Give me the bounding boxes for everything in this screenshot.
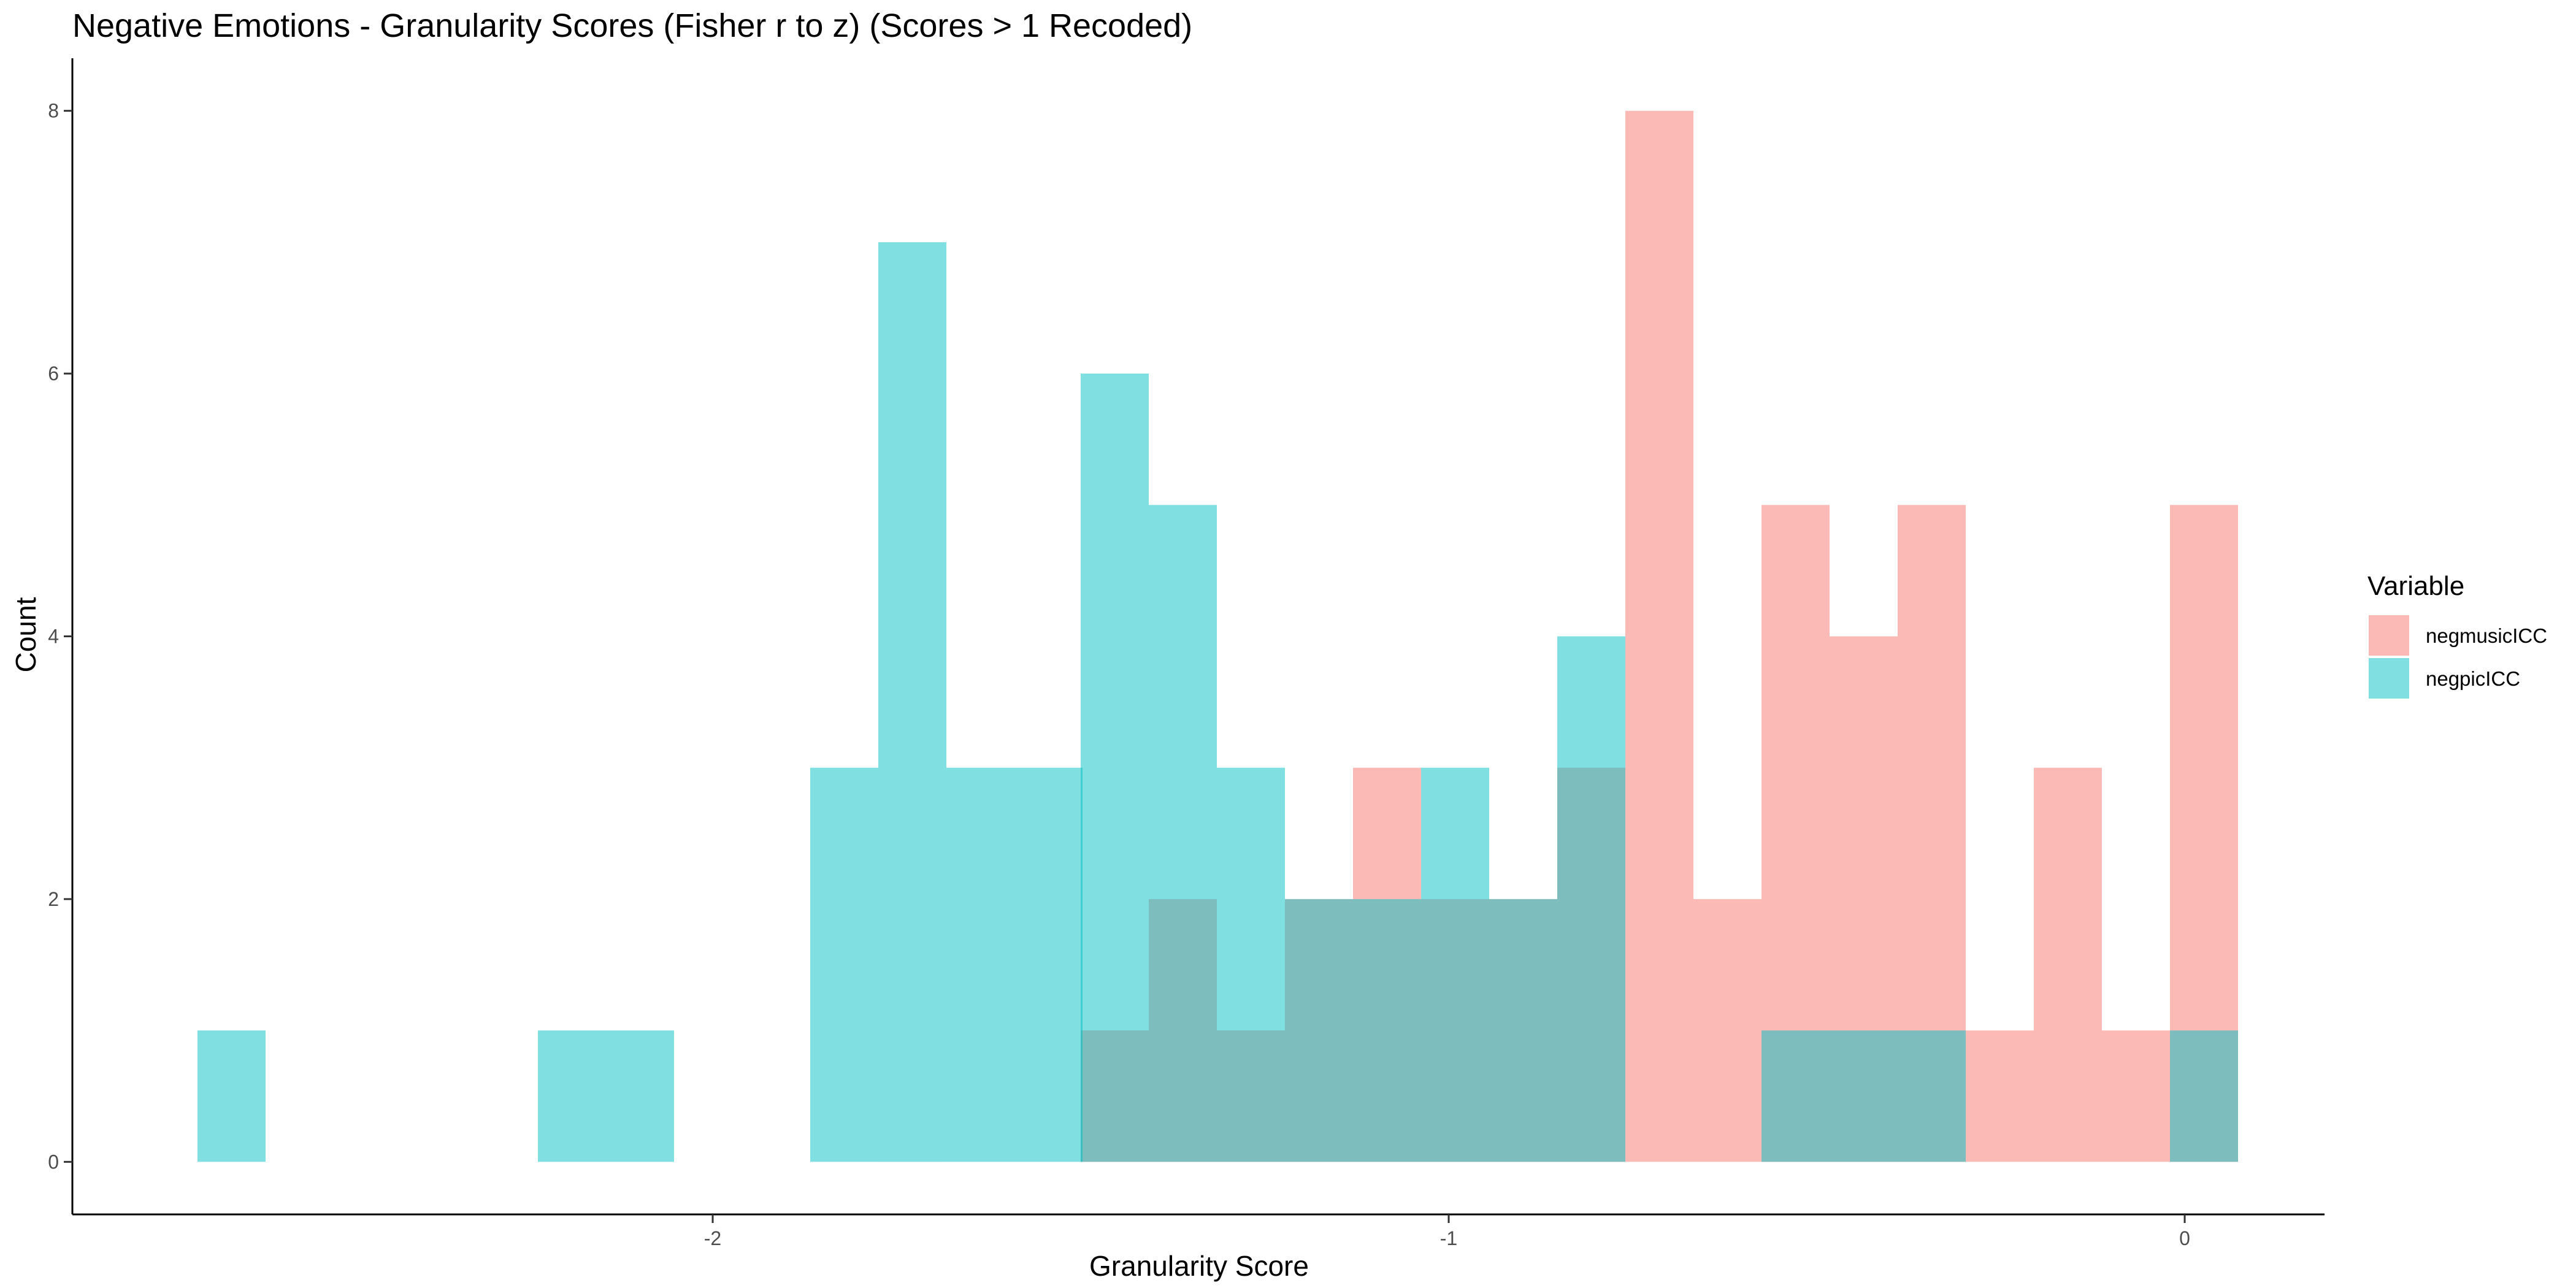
histogram-bar-negmusicICC-15: [2102, 1030, 2170, 1162]
legend-title: Variable: [2367, 571, 2464, 601]
legend: Variable negmusicICC negpicICC: [2367, 571, 2547, 699]
y-tick-label: 2: [48, 888, 59, 910]
histogram-bar-negpicICC-10: [1285, 899, 1353, 1162]
y-tick-label: 6: [48, 362, 59, 385]
legend-label-negmusicICC: negmusicICC: [2426, 624, 2547, 647]
histogram-bar-negpicICC-2: [606, 1030, 674, 1162]
histogram-bar-negpicICC-7: [1081, 374, 1149, 1162]
legend-key-negmusicICC: [2369, 615, 2409, 656]
histogram-bar-negpicICC-15: [1761, 1030, 1830, 1162]
legend-key-negpicICC: [2369, 658, 2409, 699]
histogram-bar-negpicICC-12: [1421, 767, 1489, 1162]
histogram-bar-negpicICC-14: [1557, 636, 1625, 1162]
histogram-bar-negpicICC-8: [1149, 505, 1217, 1162]
histogram-bar-negpicICC-9: [1217, 767, 1285, 1162]
y-axis-title: Count: [10, 597, 42, 672]
bars-layer: [197, 110, 2238, 1162]
histogram-bar-negmusicICC-8: [1625, 110, 1693, 1162]
histogram-bar-negpicICC-3: [810, 767, 878, 1162]
x-tick-label: -2: [704, 1227, 721, 1249]
histogram-bar-negpicICC-4: [878, 242, 946, 1162]
histogram-bar-negpicICC-1: [538, 1030, 606, 1162]
histogram-bar-negpicICC-11: [1353, 899, 1421, 1162]
histogram-bar-negpicICC-17: [1898, 1030, 1966, 1162]
axes-layer: -2 -1 0 0 2 4 6 8: [48, 58, 2325, 1249]
histogram-bar-negmusicICC-14: [2034, 767, 2102, 1162]
x-tick-label: -1: [1440, 1227, 1457, 1249]
histogram-bar-negmusicICC-13: [1966, 1030, 2034, 1162]
histogram-bar-negpicICC-13: [1489, 899, 1557, 1162]
histogram-bar-negpicICC-16: [1830, 1030, 1898, 1162]
histogram-bar-negpicICC-5: [946, 767, 1014, 1162]
histogram-bar-negmusicICC-9: [1693, 899, 1761, 1162]
y-tick-label: 0: [48, 1151, 59, 1173]
x-tick-label: 0: [2179, 1227, 2190, 1249]
histogram-bar-negpicICC-6: [1014, 767, 1083, 1162]
y-tick-label: 4: [48, 626, 59, 648]
chart-title: Negative Emotions - Granularity Scores (…: [72, 7, 1192, 44]
histogram-bar-negpicICC-18: [2170, 1030, 2238, 1162]
y-tick-label: 8: [48, 100, 59, 122]
histogram-bar-negpicICC-0: [197, 1030, 266, 1162]
legend-label-negpicICC: negpicICC: [2426, 667, 2520, 690]
x-axis-title: Granularity Score: [1089, 1250, 1309, 1282]
